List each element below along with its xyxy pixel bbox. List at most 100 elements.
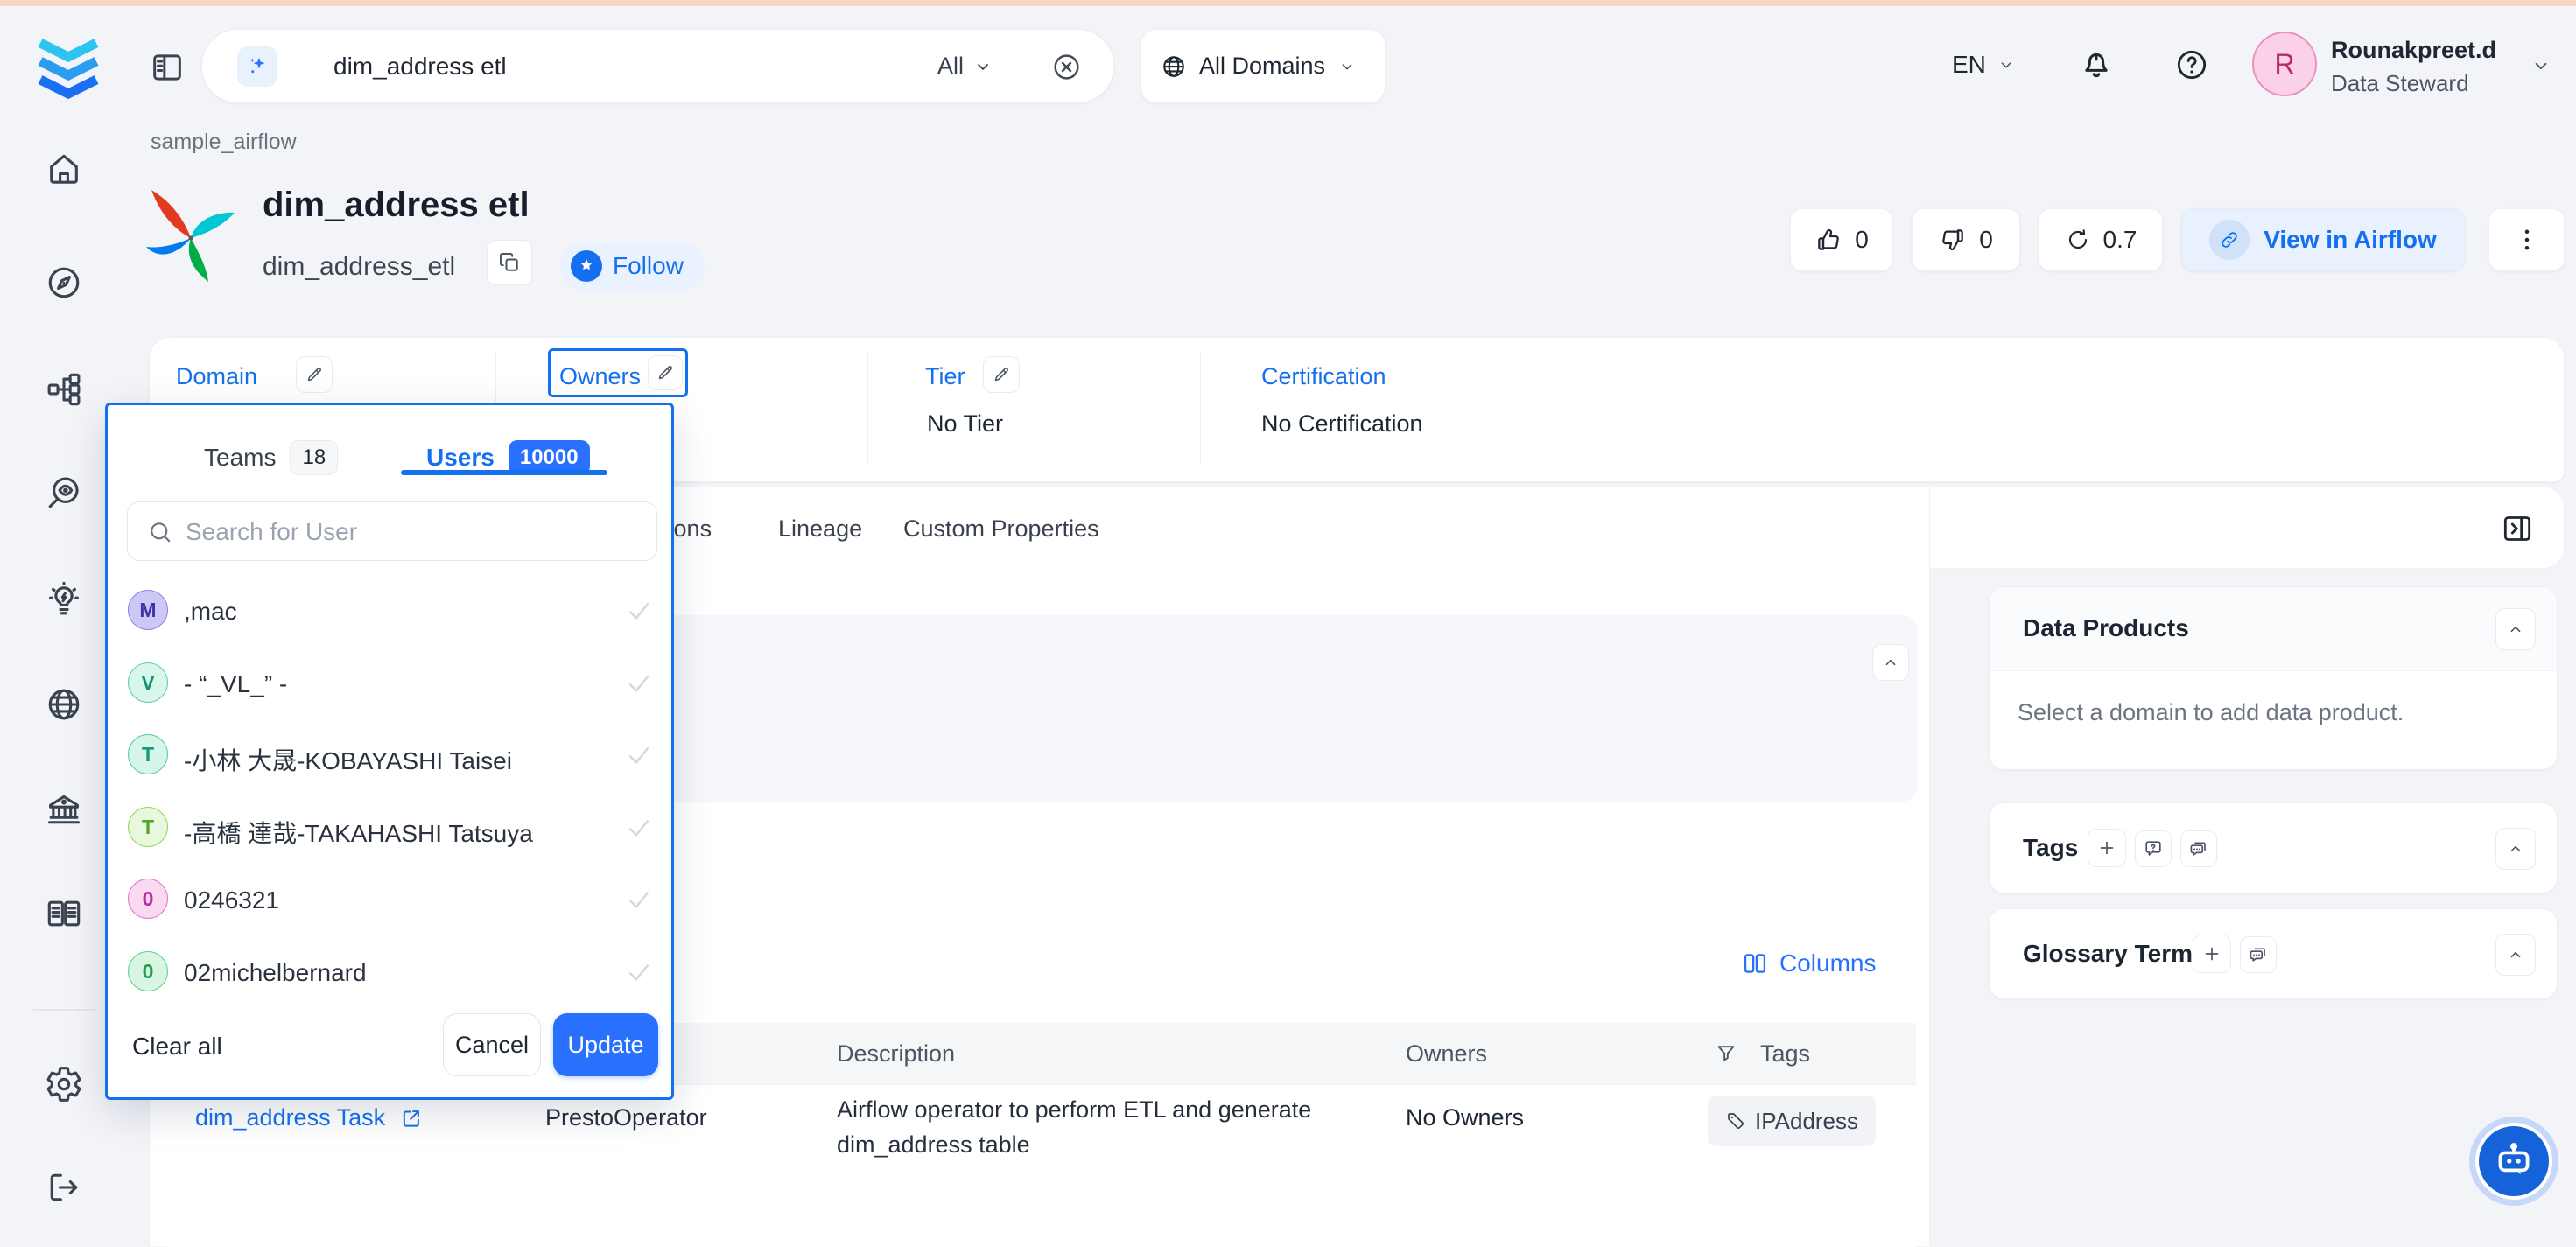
check-icon <box>623 884 655 915</box>
list-item[interactable]: T -高橋 達哉-TAKAHASHI Tatsuya <box>108 807 671 851</box>
add-glossary-term-button[interactable] <box>2193 935 2231 973</box>
chat-bot-button[interactable] <box>2475 1123 2552 1200</box>
sidebar-toggle-icon[interactable] <box>149 49 186 86</box>
sidebar-item-explore[interactable] <box>45 263 83 302</box>
column-header-tags: Tags <box>1760 1040 1811 1067</box>
user-search-input[interactable] <box>186 515 641 550</box>
tier-label: Tier <box>925 363 965 389</box>
task-type: PrestoOperator <box>545 1104 707 1131</box>
glossary-book-icon <box>45 894 83 933</box>
columns-button[interactable]: Columns <box>1741 949 1876 977</box>
language-selector[interactable]: EN <box>1952 51 2016 79</box>
tags-panel: Tags <box>1989 802 2558 893</box>
logout-icon <box>45 1168 83 1207</box>
certification-value: No Certification <box>1261 410 1423 437</box>
view-in-airflow-button[interactable]: View in Airflow <box>2181 208 2465 271</box>
avatar[interactable]: R <box>2252 32 2317 96</box>
glossary-conversations-button[interactable] <box>2240 936 2277 973</box>
tags-conversations-button[interactable] <box>2180 830 2217 867</box>
all-domains-label: All Domains <box>1199 53 1326 79</box>
collapse-data-products-button[interactable] <box>2495 608 2536 650</box>
data-products-title: Data Products <box>2023 614 2189 641</box>
collapse-glossary-button[interactable] <box>2495 934 2536 976</box>
tab-custom-properties[interactable]: Custom Properties <box>903 515 1099 542</box>
request-tags-button[interactable] <box>2135 830 2172 867</box>
entity-name: dim_address_etl <box>263 252 456 281</box>
list-item[interactable]: M ,mac <box>108 590 671 634</box>
top-banner-strip <box>0 0 2576 6</box>
follow-button[interactable]: Follow <box>560 242 705 291</box>
help-icon[interactable] <box>2174 47 2209 82</box>
owners-dropdown: Teams 18 Users 10000 M ,mac V - “_VL_” -… <box>105 403 674 1100</box>
user-name: -小林 大晟-KOBAYASHI Taisei <box>184 747 512 774</box>
collapse-description-button[interactable] <box>1872 644 1909 681</box>
all-domains-button[interactable]: All Domains <box>1141 29 1386 103</box>
downvote-button[interactable]: 0 <box>1912 208 2020 271</box>
user-name: 0246321 <box>184 886 280 914</box>
check-icon <box>623 739 655 771</box>
domains-globe-icon <box>45 685 83 724</box>
dropdown-tab-users[interactable]: Users 10000 <box>426 440 590 475</box>
list-item[interactable]: 0 02michelbernard <box>108 951 671 995</box>
avatar: 0 <box>128 879 168 919</box>
collapse-tags-button[interactable] <box>2495 828 2536 870</box>
check-icon <box>623 956 655 988</box>
sidebar-item-insights[interactable] <box>45 580 83 619</box>
global-search-bar[interactable]: All <box>201 29 1114 103</box>
collapse-right-panel-icon[interactable] <box>2500 511 2535 546</box>
tags-filter-funnel-icon[interactable] <box>1715 1023 1737 1084</box>
sidebar-item-home[interactable] <box>45 150 83 188</box>
user-menu-chevron-icon[interactable] <box>2530 54 2552 77</box>
update-label: Update <box>567 1031 644 1058</box>
avatar: 0 <box>128 951 168 991</box>
breadcrumb[interactable]: sample_airflow <box>151 130 297 154</box>
list-item[interactable]: 0 0246321 <box>108 879 671 922</box>
sidebar-item-settings[interactable] <box>45 1065 83 1103</box>
ai-sparkle-icon[interactable] <box>237 46 277 87</box>
columns-label: Columns <box>1779 949 1877 977</box>
clear-search-icon[interactable] <box>1051 52 1082 82</box>
page-title: dim_address etl <box>263 186 530 224</box>
sidebar-item-govern[interactable] <box>45 791 83 830</box>
sidebar-item-glossary[interactable] <box>45 894 83 933</box>
search-scope-dropdown[interactable]: All <box>937 53 993 80</box>
list-item[interactable]: T -小林 大晟-KOBAYASHI Taisei <box>108 734 671 778</box>
version-button[interactable]: 0.7 <box>2039 208 2163 271</box>
upvote-button[interactable]: 0 <box>1790 208 1893 271</box>
avatar: T <box>128 807 168 847</box>
sidebar-item-observability[interactable] <box>45 473 83 512</box>
edit-tier-button[interactable] <box>983 356 1020 393</box>
user-menu[interactable]: Rounakpreet.d Data Steward <box>2331 37 2532 97</box>
search-input[interactable] <box>333 49 824 84</box>
user-search-box[interactable] <box>127 501 657 561</box>
teams-label: Teams <box>204 444 277 471</box>
view-in-airflow-label: View in Airflow <box>2264 226 2437 253</box>
sidebar-item-lineage[interactable] <box>45 370 83 409</box>
add-tag-button[interactable] <box>2088 829 2126 867</box>
edit-owners-button[interactable] <box>648 355 683 390</box>
list-item[interactable]: V - “_VL_” - <box>108 662 671 706</box>
home-icon <box>45 150 83 188</box>
clear-all-button[interactable]: Clear all <box>132 1033 222 1060</box>
edit-domain-button[interactable] <box>296 356 333 393</box>
sidebar-item-logout[interactable] <box>45 1168 83 1207</box>
update-button[interactable]: Update <box>553 1013 658 1076</box>
app-logo[interactable] <box>32 26 105 104</box>
sidebar-item-domains[interactable] <box>45 685 83 724</box>
more-options-button[interactable] <box>2488 208 2565 271</box>
search-icon <box>147 519 173 545</box>
notifications-bell-icon[interactable] <box>2078 46 2115 82</box>
user-role: Data Steward <box>2331 70 2469 96</box>
cancel-button[interactable]: Cancel <box>443 1013 541 1076</box>
user-name: ,mac <box>184 598 237 625</box>
tag-chip[interactable]: IPAddress <box>1708 1096 1877 1146</box>
task-name-link[interactable]: dim_address Task <box>195 1104 424 1131</box>
dropdown-tab-teams[interactable]: Teams 18 <box>204 440 339 475</box>
tags-title: Tags <box>2023 834 2079 861</box>
airflow-logo <box>140 184 242 293</box>
tab-lineage[interactable]: Lineage <box>778 515 863 542</box>
downvote-count: 0 <box>1979 226 1993 253</box>
sidebar-divider <box>33 1009 95 1011</box>
copy-name-button[interactable] <box>487 240 532 285</box>
follow-star-icon <box>571 250 602 282</box>
